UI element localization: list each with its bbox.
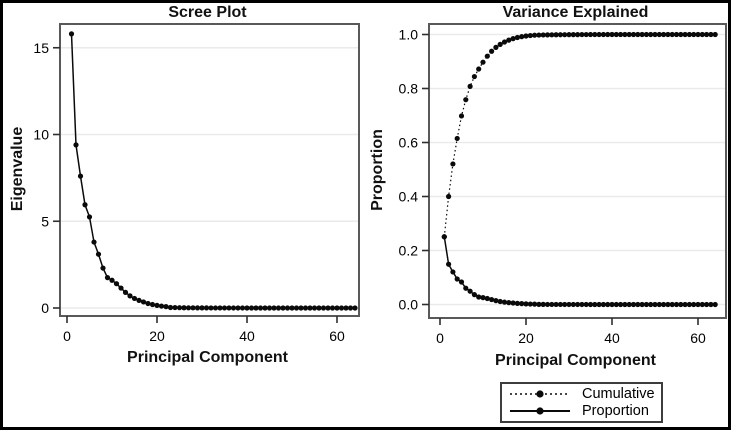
svg-text:0.8: 0.8	[399, 81, 419, 97]
variance-explained-canvas: 0.0 0.2 0.4 0.6 0.8 1.0 0 20 40 60	[399, 23, 727, 346]
variance-explained-title: Variance Explained	[502, 4, 649, 21]
svg-text:20: 20	[518, 330, 534, 346]
variance-x-axis-label: Principal Component	[495, 352, 656, 369]
svg-text:0: 0	[63, 328, 71, 344]
variance-y-axis-label: Proportion	[369, 129, 386, 211]
svg-text:10: 10	[33, 127, 49, 143]
scree-plot-canvas: 0 5 10 15 0 20 40 60	[33, 23, 360, 344]
legend-label-proportion: Proportion	[582, 402, 649, 419]
svg-text:0: 0	[41, 300, 49, 316]
svg-text:0: 0	[436, 330, 444, 346]
svg-text:0.2: 0.2	[399, 243, 419, 259]
svg-text:60: 60	[329, 328, 345, 344]
legend: Cumulative Proportion	[500, 382, 663, 423]
legend-label-cumulative: Cumulative	[582, 385, 655, 402]
legend-item-cumulative: Cumulative	[507, 385, 656, 402]
svg-text:15: 15	[33, 40, 49, 56]
svg-text:40: 40	[604, 330, 620, 346]
svg-text:5: 5	[41, 213, 49, 229]
legend-item-proportion: Proportion	[507, 403, 656, 420]
svg-text:0.0: 0.0	[399, 297, 419, 313]
svg-text:0.6: 0.6	[399, 135, 419, 151]
scree-plot-title: Scree Plot	[168, 4, 247, 21]
solid-line-marker-icon	[510, 407, 570, 415]
svg-text:20: 20	[149, 328, 165, 344]
svg-text:0.4: 0.4	[399, 189, 419, 205]
svg-text:1.0: 1.0	[399, 27, 419, 43]
svg-text:40: 40	[239, 328, 255, 344]
dotted-line-marker-icon	[510, 390, 570, 398]
scree-x-axis-label: Principal Component	[127, 349, 288, 366]
svg-text:60: 60	[690, 330, 706, 346]
scree-y-axis-label: Eigenvalue	[9, 126, 26, 212]
